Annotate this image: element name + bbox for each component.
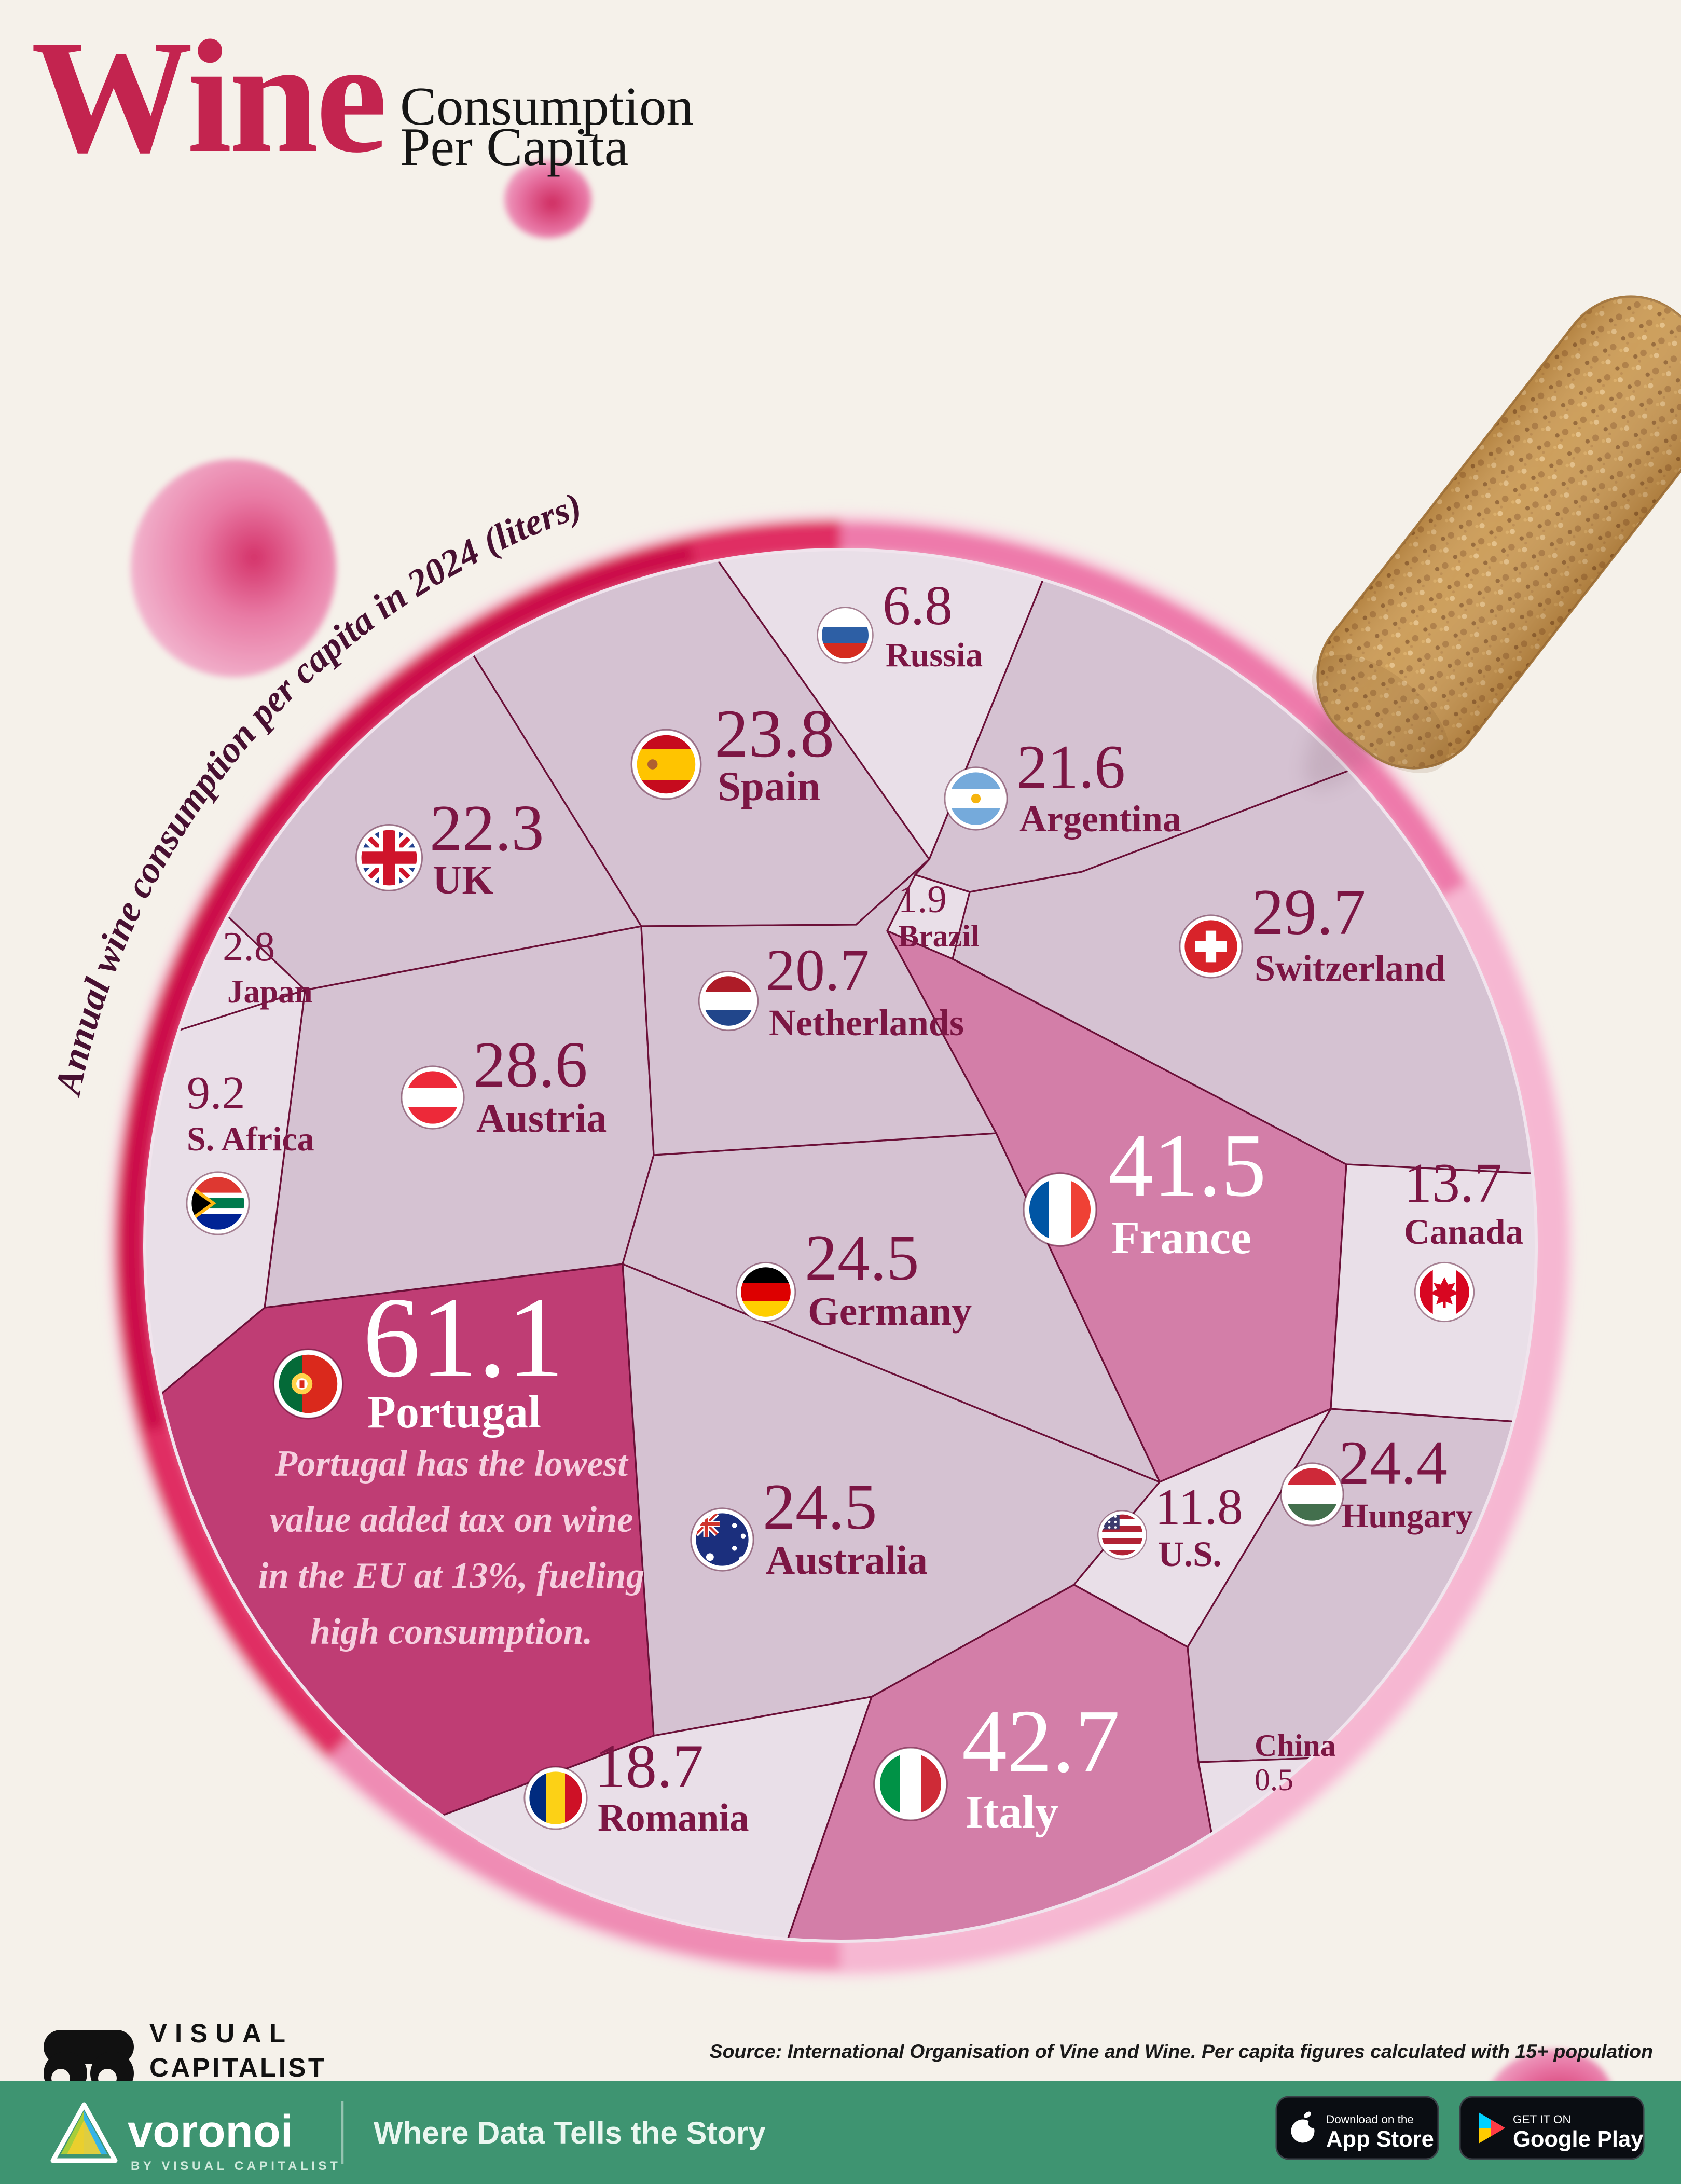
splash-top-icon xyxy=(504,160,591,238)
value-us: 11.8 xyxy=(1155,1479,1243,1535)
portugal-annotation: Portugal has the lowest value added tax … xyxy=(258,1444,644,1652)
label-romania: Romania xyxy=(598,1796,749,1839)
voronoi-byline: BY VISUAL CAPITALIST xyxy=(131,2159,341,2173)
flag-canada-icon xyxy=(1414,1261,1475,1323)
label-switzerland: Switzerland xyxy=(1255,947,1445,989)
value-japan: 2.8 xyxy=(223,923,275,970)
value-canada: 13.7 xyxy=(1404,1152,1502,1214)
label-argentina: Argentina xyxy=(1019,798,1181,840)
flag-netherlands-icon xyxy=(698,970,759,1032)
flag-romania-icon xyxy=(523,1766,588,1830)
label-australia: Australia xyxy=(766,1537,928,1583)
flag-australia-icon xyxy=(690,1507,754,1572)
label-portugal: Portugal xyxy=(367,1386,541,1438)
page-title: Wine xyxy=(31,7,384,186)
value-argentina: 21.6 xyxy=(1016,732,1125,801)
flag-switzerland-icon xyxy=(1179,914,1243,979)
flag-portugal-icon xyxy=(272,1348,344,1420)
value-s_africa: 9.2 xyxy=(187,1067,245,1119)
app-store-badge[interactable]: Download on the App Store xyxy=(1275,2096,1439,2160)
value-russia: 6.8 xyxy=(883,575,953,637)
value-china: 0.5 xyxy=(1255,1763,1293,1797)
label-brazil: Brazil xyxy=(898,919,980,953)
value-germany: 24.5 xyxy=(805,1222,919,1294)
cork xyxy=(1304,295,1681,789)
appstore-big: App Store xyxy=(1326,2127,1434,2152)
value-hungary: 24.4 xyxy=(1339,1428,1448,1497)
value-australia: 24.5 xyxy=(763,1471,877,1543)
apple-icon xyxy=(1291,2111,1318,2143)
cell-us xyxy=(1073,1408,1332,1648)
svg-text:Portugal has the lowest: Portugal has the lowest xyxy=(274,1444,629,1484)
vc-logo-line2: CAPITALIST xyxy=(149,2053,327,2082)
flag-s_africa-icon xyxy=(186,1171,250,1235)
svg-text:high consumption.: high consumption. xyxy=(310,1612,593,1652)
label-russia: Russia xyxy=(886,636,983,674)
svg-text:in the EU at 13%, fueling: in the EU at 13%, fueling xyxy=(258,1556,644,1596)
value-switzerland: 29.7 xyxy=(1251,876,1366,949)
gplay-big: Google Play xyxy=(1513,2127,1643,2152)
footer-tagline: Where Data Tells the Story xyxy=(374,2116,766,2150)
value-italy: 42.7 xyxy=(962,1691,1120,1791)
value-spain: 23.8 xyxy=(714,695,834,772)
voronoi-brand: voronoi xyxy=(128,2106,293,2156)
label-italy: Italy xyxy=(965,1787,1058,1838)
label-uk: UK xyxy=(433,857,493,902)
value-portugal: 61.1 xyxy=(363,1274,564,1402)
label-austria: Austria xyxy=(476,1095,607,1141)
google-play-badge[interactable]: GET IT ON Google Play xyxy=(1459,2096,1645,2160)
cell-romania xyxy=(393,1696,873,1940)
value-netherlands: 20.7 xyxy=(766,937,870,1003)
cell-brazil xyxy=(886,874,971,960)
svg-text:value added tax on wine: value added tax on wine xyxy=(269,1500,633,1540)
label-netherlands: Netherlands xyxy=(769,1002,964,1043)
voronoi-logo-icon xyxy=(50,2102,118,2163)
page-title-line1: Consumption xyxy=(400,76,694,136)
label-germany: Germany xyxy=(808,1288,972,1334)
footer: VISUAL CAPITALIST Source: International … xyxy=(0,2018,1681,2184)
flag-austria-icon xyxy=(401,1065,465,1130)
flag-germany-icon xyxy=(735,1261,796,1323)
value-france: 41.5 xyxy=(1108,1115,1266,1215)
flag-spain-icon xyxy=(630,729,702,800)
google-play-icon xyxy=(1479,2112,1505,2144)
flag-france-icon xyxy=(1023,1172,1097,1247)
flag-uk-icon xyxy=(355,823,423,892)
value-uk: 22.3 xyxy=(430,792,544,864)
flag-hungary-icon xyxy=(1280,1462,1344,1527)
label-hungary: Hungary xyxy=(1342,1497,1473,1535)
source-note: Source: International Organisation of Vi… xyxy=(710,2040,1653,2062)
label-spain: Spain xyxy=(718,763,820,809)
label-us: U.S. xyxy=(1158,1534,1222,1574)
label-china: China xyxy=(1255,1728,1336,1763)
flag-italy-icon xyxy=(873,1747,948,1821)
flag-argentina-icon xyxy=(944,766,1008,831)
flag-us-icon xyxy=(1097,1510,1147,1560)
splash-left-icon xyxy=(131,459,336,677)
wine-ring xyxy=(107,512,1574,1979)
label-japan: Japan xyxy=(227,973,313,1010)
value-austria: 28.6 xyxy=(473,1029,588,1101)
appstore-small: Download on the xyxy=(1326,2113,1414,2126)
page-title-line2: Per Capita xyxy=(400,116,628,177)
vc-logo-line1: VISUAL xyxy=(149,2018,293,2048)
value-romania: 18.7 xyxy=(595,1732,704,1801)
value-brazil: 1.9 xyxy=(898,878,947,921)
label-canada: Canada xyxy=(1404,1212,1523,1252)
flag-russia-icon xyxy=(817,607,874,664)
cell-russia xyxy=(695,551,1059,860)
label-s_africa: S. Africa xyxy=(187,1120,314,1158)
label-france: France xyxy=(1111,1212,1251,1263)
gplay-small: GET IT ON xyxy=(1513,2113,1571,2126)
